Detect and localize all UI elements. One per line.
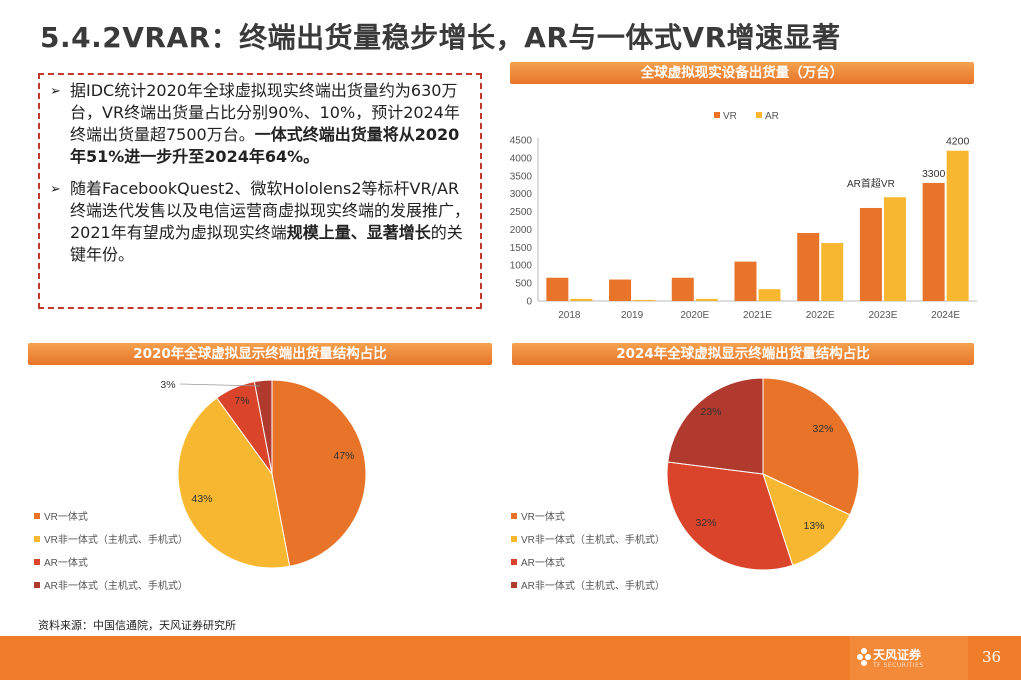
pie-value-label: 32% xyxy=(695,517,716,529)
pie-value-label: 23% xyxy=(700,406,721,418)
pie-value-label: 32% xyxy=(812,423,833,435)
bullet-2-highlight: 规模上量、显著增长 xyxy=(286,223,431,242)
x-tick-label: 2023E xyxy=(868,310,897,321)
bar-vr-2018 xyxy=(546,277,569,301)
legend-swatch xyxy=(34,536,40,542)
y-tick-label: 4000 xyxy=(510,153,533,164)
arrow-bullet-icon: ➢ xyxy=(50,182,61,197)
y-tick-label: 4500 xyxy=(510,136,533,147)
pie-chart-2020: 47% 43% 7% 3% VR一体式 VR非一体式（主机式、手机式） AR一体式 AR非一体… xyxy=(34,379,367,592)
bullet-2-tail: 的关键年份。 xyxy=(70,223,463,264)
x-tick-label: 2019 xyxy=(621,310,644,321)
pie-slice-4 xyxy=(253,379,273,475)
y-tick-label: 3000 xyxy=(510,189,533,200)
x-tick-label: 2024E xyxy=(931,310,960,321)
summary-textbox: ➢ 据IDC统计2020年全球虚拟现实终端出货量约为630万台，VR终端出货量占… xyxy=(38,73,482,309)
legend-swatch xyxy=(34,582,40,588)
bar-ar-2018 xyxy=(570,298,593,301)
pie-value-label: 3% xyxy=(160,379,175,391)
pie-slice-1 xyxy=(271,379,367,567)
flower-logo-icon xyxy=(857,648,871,666)
pie-slice-2 xyxy=(177,397,291,569)
bar-vr-2023E xyxy=(859,207,882,301)
bar-vr-2022E xyxy=(797,233,820,301)
x-tick-label: 2021E xyxy=(743,310,772,321)
bullet-point-2: ➢ 随着FacebookQuest2、微软Hololens2等标杆VR/AR终端… xyxy=(50,178,470,266)
pie-2020-title: 2020年全球虚拟显示终端出货量结构占比 xyxy=(28,343,492,365)
bar-ar-2021E xyxy=(758,289,781,301)
page-number: 36 xyxy=(982,648,1002,666)
pie-value-label: 7% xyxy=(234,395,249,407)
y-tick-label: 1500 xyxy=(510,243,533,254)
pie-2024-title: 2024年全球虚拟显示终端出货量结构占比 xyxy=(512,343,974,365)
pie-value-label: 47% xyxy=(333,450,354,462)
legend-swatch xyxy=(511,582,517,588)
bar-chart-title: 全球虚拟现实设备出货量（万台） xyxy=(510,62,974,84)
legend-swatch xyxy=(34,559,40,565)
annotation-text: AR首超VR xyxy=(847,177,895,190)
bullet-1-text: 据IDC统计2020年全球虚拟现实终端出货量约为630万台，VR终端出货量占比分… xyxy=(70,81,460,144)
y-tick-label: 2000 xyxy=(510,225,533,236)
legend-label: AR非一体式（主机式、手机式） xyxy=(44,579,188,592)
legend-swatch xyxy=(511,513,517,519)
pie-value-label: 43% xyxy=(191,493,212,505)
y-tick-label: 500 xyxy=(515,279,532,290)
bar-ar-2024E xyxy=(946,150,969,301)
x-tick-label: 2018 xyxy=(558,310,581,321)
x-tick-label: 2020E xyxy=(680,310,709,321)
legend-label: VR一体式 xyxy=(44,510,88,523)
bar-ar-2022E xyxy=(821,243,844,301)
legend-label: AR一体式 xyxy=(44,556,88,569)
legend-label: AR一体式 xyxy=(521,556,565,569)
bar-vr-2024E xyxy=(922,182,945,301)
source-note: 资料来源：中国信通院，天风证券研究所 xyxy=(38,619,236,632)
x-tick-label: 2022E xyxy=(806,310,835,321)
pie-slice-2 xyxy=(762,473,851,566)
footer-bar: 天风证券 TF SECURITIES 36 xyxy=(0,636,1021,680)
bullet-2-text: 随着FacebookQuest2、微软Hololens2等标杆VR/AR终端迭代… xyxy=(70,179,471,242)
y-tick-label: 1000 xyxy=(510,261,533,272)
y-tick-label: 0 xyxy=(526,297,532,308)
legend-swatch-ar xyxy=(756,112,762,118)
legend-label-ar: AR xyxy=(765,111,779,122)
y-tick-label: 3500 xyxy=(510,171,533,182)
bar-ar-2020E xyxy=(695,298,718,301)
bar-vr-2021E xyxy=(734,261,757,301)
bar-chart: VR AR 0 500 1000 1500 2000 2500 3000 3500 4000 4500… xyxy=(510,111,977,321)
arrow-bullet-icon: ➢ xyxy=(50,84,61,99)
pie-value-label: 13% xyxy=(803,520,824,532)
leader-line xyxy=(179,383,261,387)
legend-swatch xyxy=(511,536,517,542)
logo-subtext: TF SECURITIES xyxy=(873,662,924,669)
pie-slice-4 xyxy=(667,377,764,475)
bar-vr-2020E xyxy=(671,277,694,301)
legend-swatch xyxy=(34,513,40,519)
legend-label: VR非一体式（主机式、手机式） xyxy=(44,533,188,546)
y-tick-label: 2500 xyxy=(510,207,533,218)
bullet-1-highlight: 一体式终端出货量将从2020年51%进一步升至2024年64%。 xyxy=(70,125,460,166)
pie-slice-1 xyxy=(762,377,860,516)
legend-swatch xyxy=(511,559,517,565)
data-label: 4200 xyxy=(946,136,970,148)
pie-chart-2024: 32% 13% 32% 23% VR一体式 VR非一体式（主机式、手机式） AR一体式 AR非… xyxy=(511,377,860,592)
legend-swatch-vr xyxy=(714,112,720,118)
bullet-point-1: ➢ 据IDC统计2020年全球虚拟现实终端出货量约为630万台，VR终端出货量占… xyxy=(50,80,470,168)
legend-label: VR非一体式（主机式、手机式） xyxy=(521,533,665,546)
page-title: 5.4.2VRAR：终端出货量稳步增长，AR与一体式VR增速显著 xyxy=(40,21,841,54)
pie-slice-3 xyxy=(666,461,794,571)
logo-text: 天风证券 xyxy=(873,648,922,662)
data-label: 3300 xyxy=(922,168,946,180)
bar-vr-2019 xyxy=(609,279,632,301)
bar-ar-2019 xyxy=(633,299,656,301)
legend-label-vr: VR xyxy=(723,111,737,122)
legend-label: AR非一体式（主机式、手机式） xyxy=(521,579,665,592)
bar-ar-2023E xyxy=(883,197,906,301)
legend-label: VR一体式 xyxy=(521,510,565,523)
